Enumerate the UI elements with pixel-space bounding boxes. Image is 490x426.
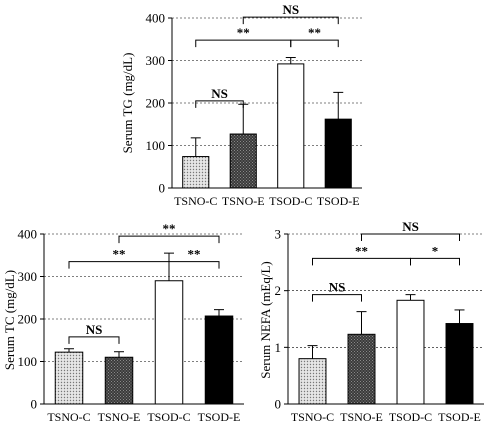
significance-bracket (68, 261, 170, 269)
chart-tg: Serum TG (mg/dL) 0 100 200 300 400 TSNO-C TSNO… (120, 2, 362, 208)
significance-bracket (312, 294, 362, 302)
y-tick-label: 100 (18, 354, 38, 369)
y-tick-label: 3 (275, 227, 282, 242)
significance-bracket (168, 261, 220, 269)
bar-tsno-c (182, 156, 210, 189)
y-tick-label: 200 (146, 96, 166, 111)
significance-bracket (118, 235, 220, 244)
significance-label: NS (211, 86, 228, 101)
bar-tsod-c (154, 280, 184, 405)
category-label: TSNO-E (340, 410, 383, 424)
category-label: TSOD-C (389, 410, 432, 424)
category-label: TSNO-C (47, 410, 90, 424)
bar-tsno-c (54, 351, 84, 405)
bar-tsod-e (324, 118, 352, 189)
significance-bracket (410, 257, 460, 266)
y-tick-label: 2 (275, 283, 282, 298)
significance-label: ** (237, 25, 250, 40)
chart-tc: Serum TC (mg/dL) 0 100 200 300 400 TSNO-C TSNO… (2, 221, 244, 424)
bar-tsod-e (445, 323, 474, 405)
significance-label: ** (308, 25, 321, 40)
significance-label: ** (188, 247, 201, 262)
significance-bracket (290, 39, 339, 48)
y-tick-label: 400 (146, 11, 166, 26)
bar-tsno-c (298, 358, 327, 405)
y-tick-label: 300 (18, 269, 38, 284)
bar-tsno-e (104, 356, 134, 405)
y-axis-label: Serum TC (mg/dL) (2, 270, 17, 370)
y-tick-label: 0 (31, 397, 38, 412)
y-tick-label: 0 (159, 181, 166, 196)
y-axis-label: Serum NEFA (mEq/L) (258, 261, 273, 378)
significance-bracket (361, 233, 460, 241)
bar-tsod-c (277, 63, 305, 189)
category-label: TSNO-E (98, 410, 141, 424)
significance-bracket (195, 100, 244, 108)
category-label: TSOD-C (269, 194, 312, 208)
significance-label: ** (163, 221, 176, 236)
y-tick-label: 200 (18, 312, 38, 327)
bar-tsno-e (229, 133, 257, 189)
category-label: TSNO-E (222, 194, 265, 208)
significance-label: NS (86, 322, 103, 337)
significance-label: ** (113, 247, 126, 262)
category-label: TSOD-E (317, 194, 360, 208)
significance-label: ** (355, 243, 368, 258)
y-tick-label: 100 (146, 138, 166, 153)
bar-tsod-c (396, 299, 425, 405)
y-tick-label: 0 (275, 397, 282, 412)
y-tick-label: 300 (146, 53, 166, 68)
y-tick-label: 400 (18, 227, 38, 242)
significance-bracket (242, 16, 339, 25)
significance-bracket (68, 336, 120, 344)
significance-label: * (432, 243, 439, 258)
significance-bracket (195, 39, 292, 48)
significance-label: NS (282, 2, 299, 17)
category-label: TSOD-E (438, 410, 481, 424)
bar-tsod-e (204, 315, 234, 405)
category-label: TSNO-C (291, 410, 334, 424)
significance-label: NS (329, 280, 346, 295)
chart-nefa: Serum NEFA (mEq/L) 0 1 2 3 TSNO-C TSNO-E TSOD-… (258, 219, 484, 424)
category-label: TSNO-C (174, 194, 217, 208)
category-label: TSOD-E (198, 410, 241, 424)
significance-label: NS (402, 219, 419, 234)
y-tick-label: 1 (275, 340, 282, 355)
bar-tsno-e (347, 333, 376, 405)
y-axis-label: Serum TG (mg/dL) (120, 53, 135, 154)
significance-bracket (312, 257, 411, 266)
category-label: TSOD-C (147, 410, 190, 424)
